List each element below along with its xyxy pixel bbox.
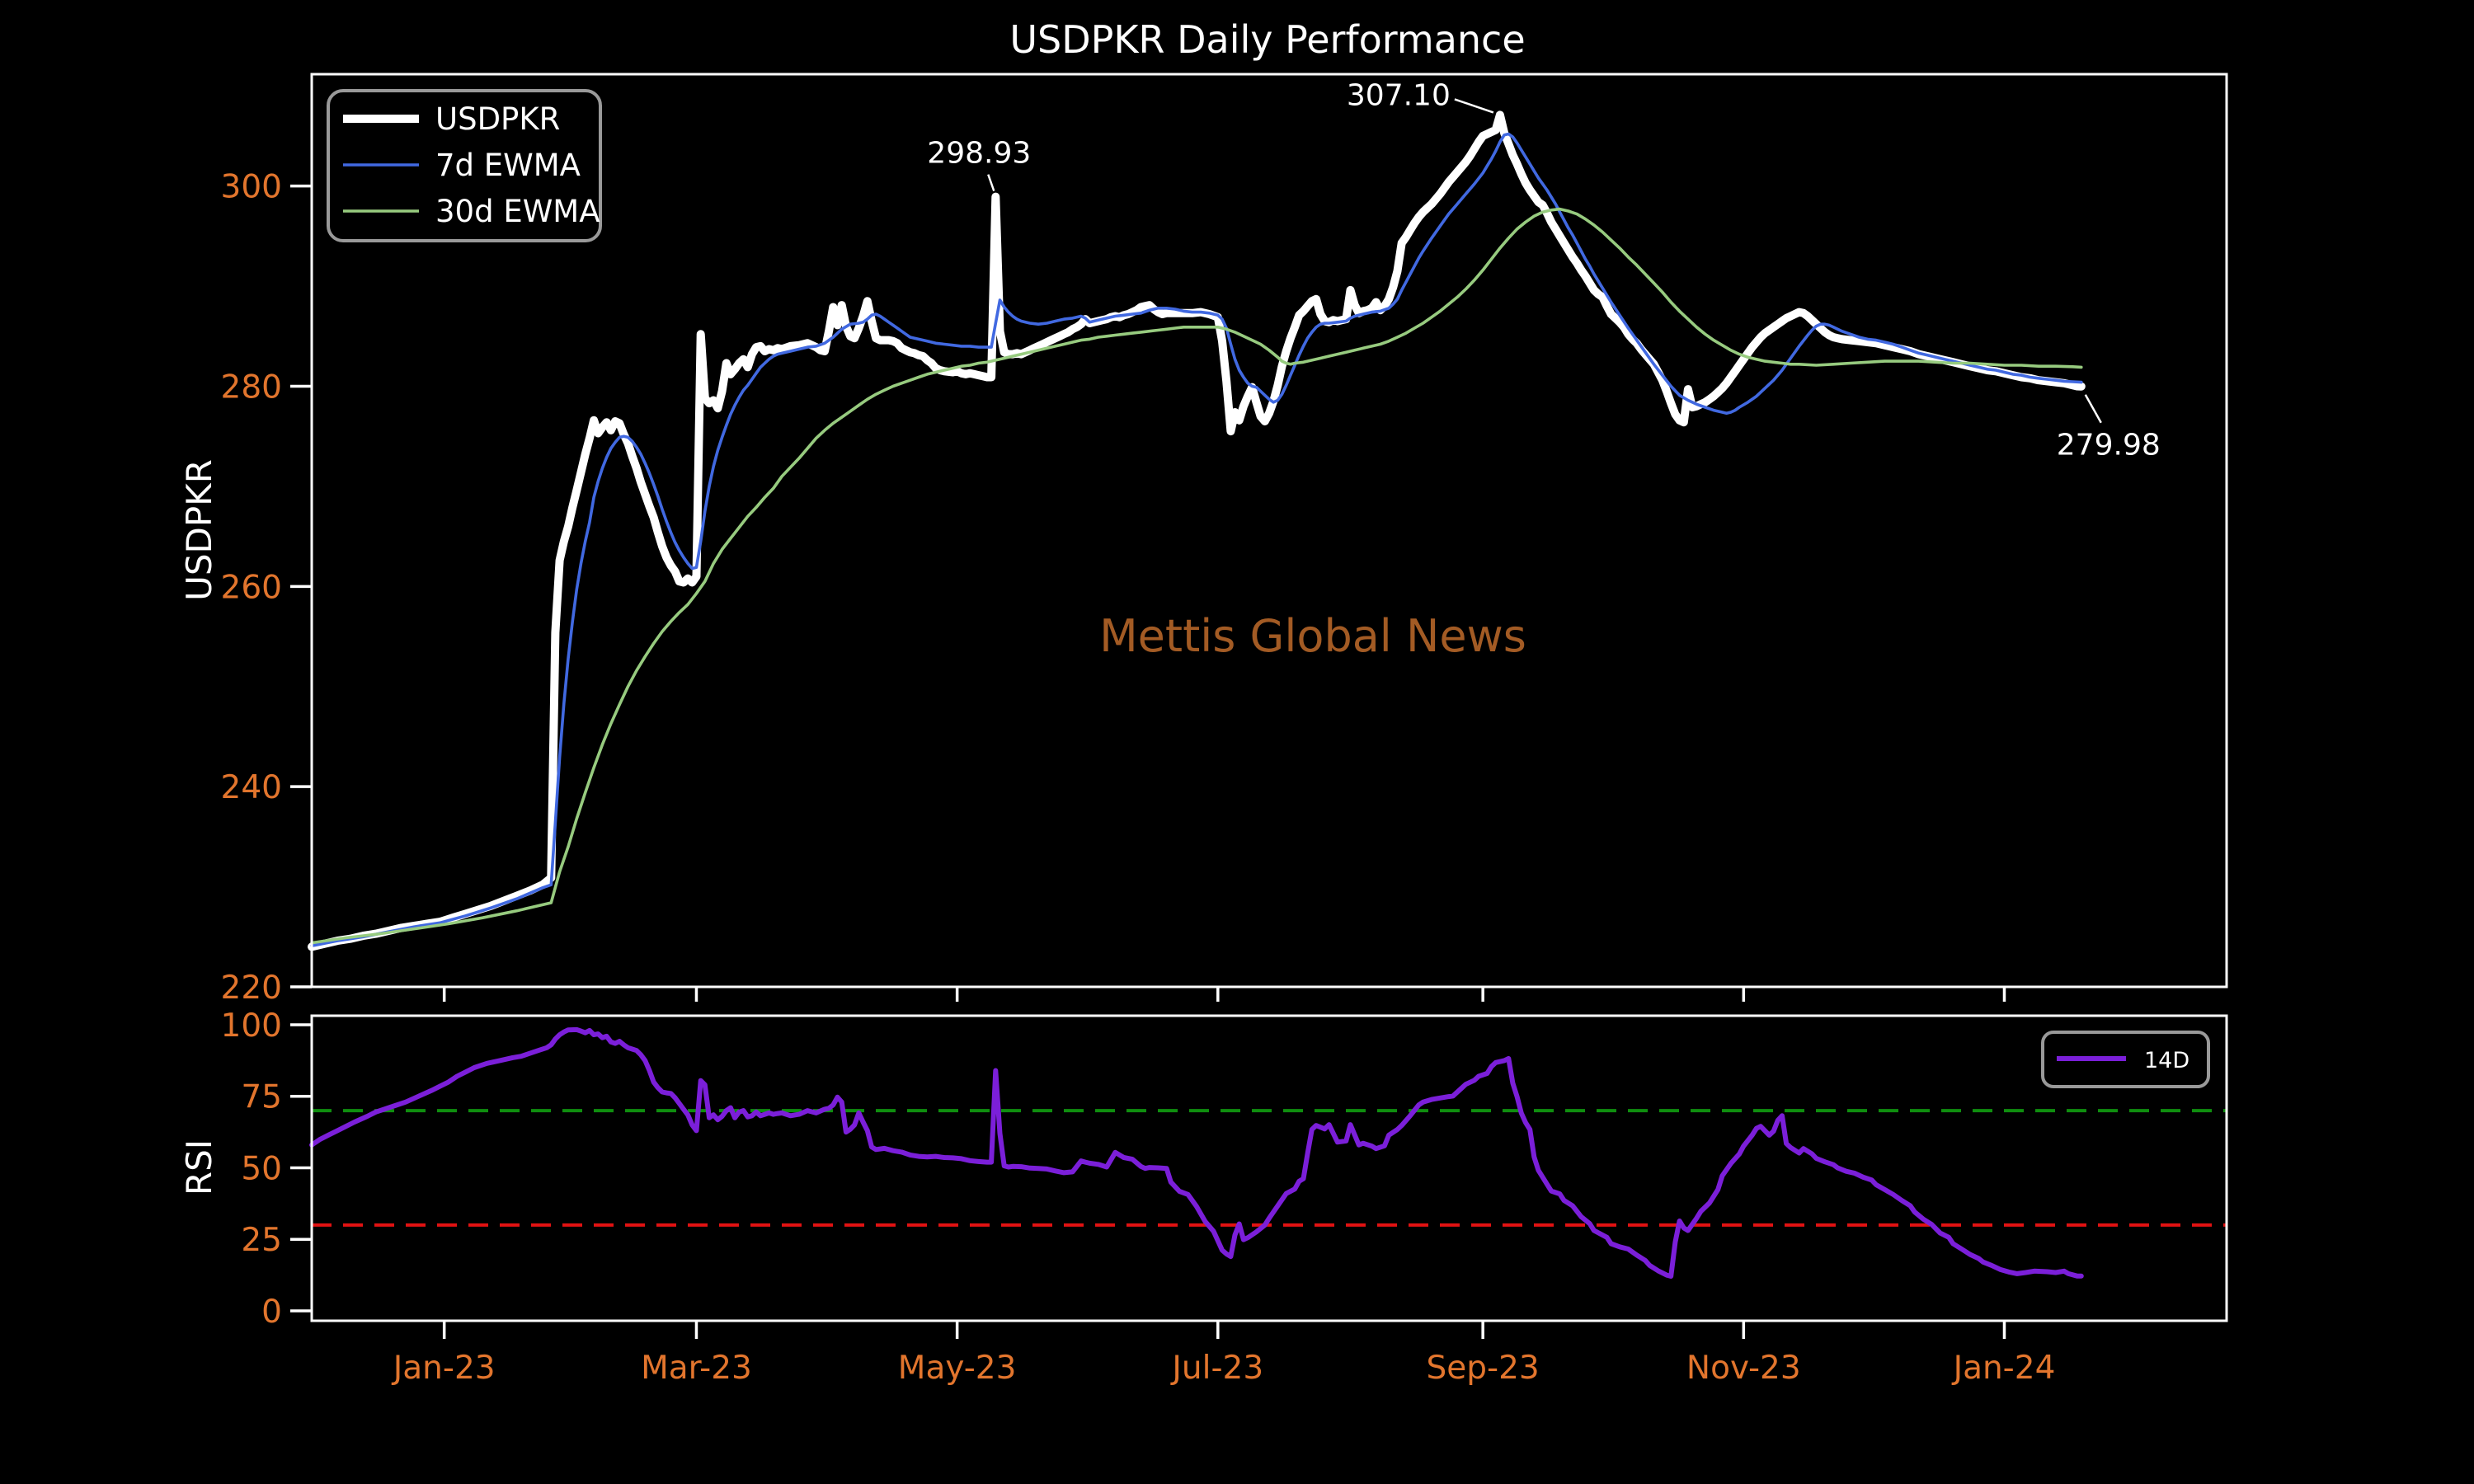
rsi-legend: 14D xyxy=(2041,1031,2210,1088)
y-tick-label: 300 xyxy=(221,169,282,206)
annotation-307-10: 307.10 xyxy=(1347,78,1494,114)
series-line-usdpkr xyxy=(308,110,2086,951)
x-tick-label: May-23 xyxy=(898,1350,1017,1387)
y-tick-label: 280 xyxy=(221,369,282,406)
annotation-298-93: 298.93 xyxy=(927,137,1031,192)
series-line-30d-ewma xyxy=(310,207,2083,945)
x-tick-label: Jan-24 xyxy=(1951,1350,2056,1387)
price-plot-spine xyxy=(310,73,2228,989)
y-tick-label: 100 xyxy=(221,1007,282,1045)
y-tick-label: 240 xyxy=(221,769,282,806)
x-tick-label: Sep-23 xyxy=(1427,1350,1540,1387)
rsi-axis-label: RSI xyxy=(179,1139,219,1195)
x-tick-label: Mar-23 xyxy=(641,1350,752,1387)
ewma7-legend-label: 7d EWMA xyxy=(435,148,581,183)
y-tick-label: 0 xyxy=(261,1294,282,1331)
x-tick-label: Jul-23 xyxy=(1169,1350,1263,1387)
x-tick-label: Jan-23 xyxy=(391,1350,496,1387)
series-line-7d-ewma xyxy=(310,132,2083,947)
rsi-legend-label: 14D xyxy=(2144,1048,2189,1073)
y-tick-label: 25 xyxy=(241,1222,282,1259)
price-axis-label: USDPKR xyxy=(179,459,219,601)
annotation-leader-line xyxy=(1454,98,1494,114)
y-tick-label: 75 xyxy=(241,1079,282,1116)
annotation-279-98: 279.98 xyxy=(2057,394,2161,463)
series-line-14d xyxy=(309,1026,2084,1279)
rsi-plot-spine xyxy=(310,1014,2228,1322)
ewma30-legend-label: 30d EWMA xyxy=(435,194,600,229)
annotation-label: 298.93 xyxy=(927,137,1031,171)
x-tick-label: Nov-23 xyxy=(1686,1350,1801,1387)
annotation-leader-line xyxy=(2084,394,2102,424)
price-legend: USDPKR 7d EWMA 30d EWMA xyxy=(327,89,602,242)
legend-frame xyxy=(327,89,602,242)
y-tick-label: 260 xyxy=(221,569,282,606)
watermark: Mettis Global News xyxy=(1099,610,1526,662)
chart-title: USDPKR Daily Performance xyxy=(1009,17,1525,62)
y-tick-label: 50 xyxy=(241,1150,282,1187)
usdpkr-legend-label: USDPKR xyxy=(435,101,560,137)
annotation-leader-line xyxy=(987,174,995,192)
y-tick-label: 220 xyxy=(221,970,282,1007)
annotation-label: 279.98 xyxy=(2057,429,2161,463)
annotation-label: 307.10 xyxy=(1347,78,1451,112)
